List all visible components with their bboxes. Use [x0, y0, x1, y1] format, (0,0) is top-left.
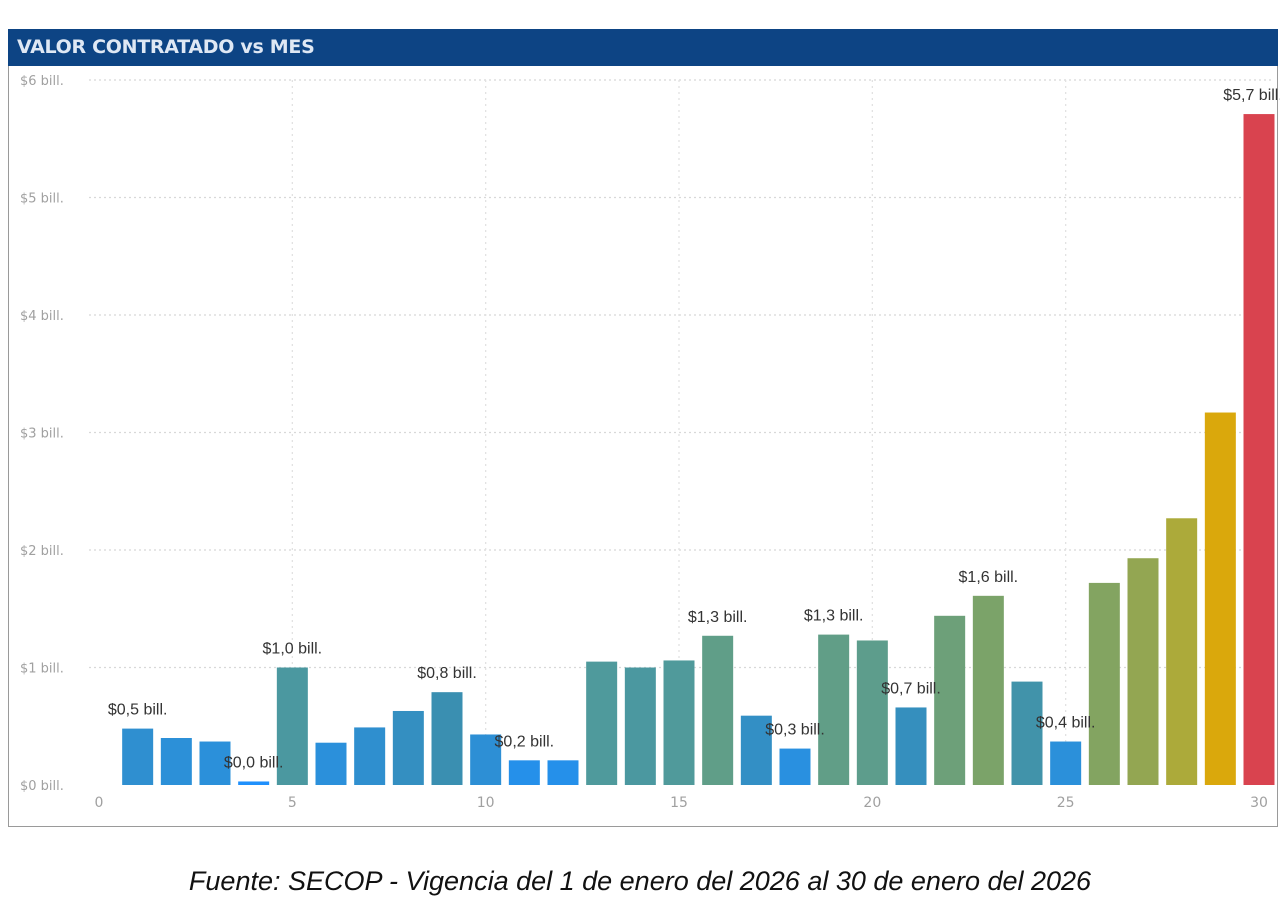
- data-label-day-30: $5,7 bill.: [1223, 87, 1280, 104]
- data-label-day-9: $0,8 bill.: [417, 665, 477, 682]
- source-caption: Fuente: SECOP - Vigencia del 1 de enero …: [188, 866, 1092, 896]
- x-tick-label: 25: [1057, 795, 1075, 811]
- data-label-day-21: $0,7 bill.: [881, 680, 941, 697]
- data-label-day-11: $0,2 bill.: [495, 733, 555, 750]
- x-tick-label: 0: [95, 795, 104, 811]
- bar-day-6: [315, 742, 347, 785]
- x-tick-label: 10: [477, 795, 495, 811]
- data-label-day-25: $0,4 bill.: [1036, 715, 1096, 732]
- bar-day-22: [934, 615, 966, 785]
- y-tick-label: $4 bill.: [20, 309, 64, 324]
- bar-day-23: [972, 595, 1004, 785]
- x-tick-label: 15: [670, 795, 688, 811]
- bar-day-30: [1243, 114, 1275, 785]
- bar-day-13: [586, 661, 618, 785]
- bar-day-26: [1088, 582, 1120, 785]
- bar-day-8: [392, 710, 424, 785]
- bar-day-24: [1011, 681, 1043, 785]
- bar-day-27: [1127, 558, 1159, 785]
- bar-day-14: [624, 667, 656, 785]
- bar-day-3: [199, 741, 231, 785]
- y-tick-label: $1 bill.: [20, 662, 64, 677]
- x-tick-label: 30: [1250, 795, 1268, 811]
- x-tick-label: 5: [288, 795, 297, 811]
- data-label-day-23: $1,6 bill.: [959, 569, 1019, 586]
- bar-day-2: [160, 738, 192, 785]
- bar-day-20: [856, 640, 888, 785]
- data-label-day-1: $0,5 bill.: [108, 702, 168, 719]
- bar-day-1: [122, 728, 154, 785]
- chart-title: VALOR CONTRATADO vs MES: [8, 29, 1278, 66]
- bar-day-4: [238, 781, 270, 785]
- bar-day-19: [818, 634, 850, 785]
- chart-panel: [8, 29, 1278, 827]
- bar-day-25: [1050, 741, 1082, 785]
- data-label-day-18: $0,3 bill.: [765, 722, 825, 739]
- data-label-day-16: $1,3 bill.: [688, 609, 748, 626]
- bar-day-10: [470, 734, 502, 785]
- bar-day-7: [354, 727, 386, 785]
- y-tick-label: $3 bill.: [20, 427, 64, 442]
- bar-day-5: [276, 667, 308, 785]
- y-tick-label: $2 bill.: [20, 544, 64, 559]
- data-label-day-19: $1,3 bill.: [804, 608, 864, 625]
- bar-day-28: [1166, 518, 1198, 785]
- x-tick-label: 20: [863, 795, 881, 811]
- bar-day-11: [508, 760, 540, 785]
- bar-day-16: [702, 635, 734, 785]
- y-tick-label: $5 bill.: [20, 192, 64, 207]
- bar-day-18: [779, 748, 811, 785]
- y-tick-label: $0 bill.: [20, 779, 64, 794]
- bar-day-9: [431, 692, 463, 785]
- bar-day-17: [740, 715, 772, 785]
- data-label-day-5: $1,0 bill.: [263, 641, 323, 658]
- y-tick-label: $6 bill.: [20, 74, 64, 89]
- bar-day-12: [547, 760, 579, 785]
- data-label-day-4: $0,0 bill.: [224, 754, 284, 771]
- bar-day-15: [663, 660, 695, 785]
- bar-chart: $0 bill. $1 bill. $2 bill. $3 bill. $4 bill.…: [20, 74, 1280, 811]
- bar-day-21: [895, 707, 927, 785]
- bar-day-29: [1204, 412, 1236, 785]
